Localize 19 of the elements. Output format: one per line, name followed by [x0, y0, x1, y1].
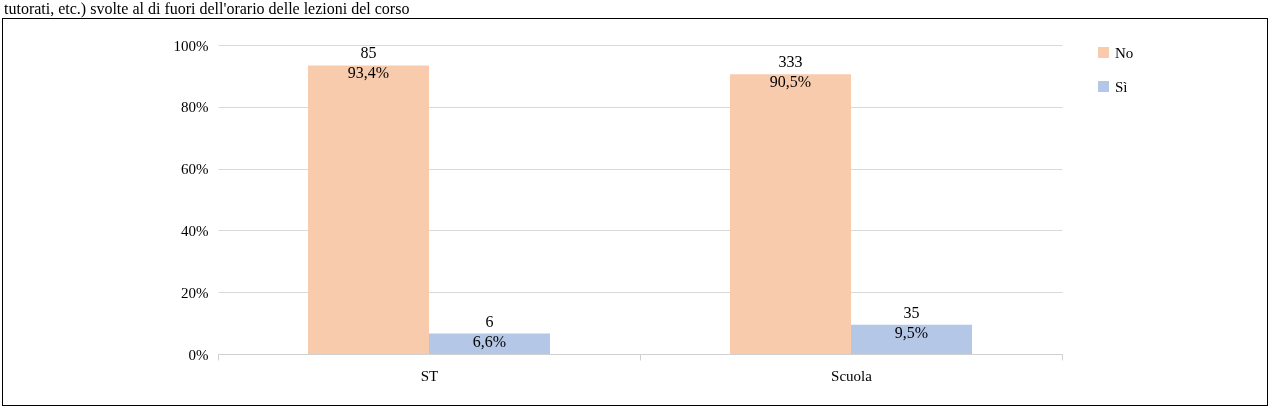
x-tick-label: ST [420, 367, 439, 384]
y-tick-label: 40% [181, 222, 209, 239]
y-tick-label: 60% [181, 161, 209, 178]
x-tick-label: Scuola [831, 367, 873, 384]
bar [429, 333, 550, 354]
legend-label: Sì [1115, 78, 1128, 95]
y-tick-label: 80% [181, 99, 209, 116]
chart-title: tutorati, etc.) svolte al di fuori dell'orario delle lezioni del corso [3, 0, 411, 18]
y-tick-label: 0% [188, 346, 209, 363]
data-label: 85 93,4% [347, 44, 390, 82]
data-label: 35 9,5% [894, 303, 929, 341]
legend-label: No [1115, 44, 1134, 61]
data-label: 6 6,6% [472, 312, 507, 350]
bar [730, 74, 851, 354]
y-tick-label: 100% [173, 37, 209, 54]
bar [851, 324, 972, 354]
bar [308, 65, 429, 354]
y-tick-label: 20% [181, 284, 209, 301]
data-label: 333 90,5% [769, 53, 812, 91]
